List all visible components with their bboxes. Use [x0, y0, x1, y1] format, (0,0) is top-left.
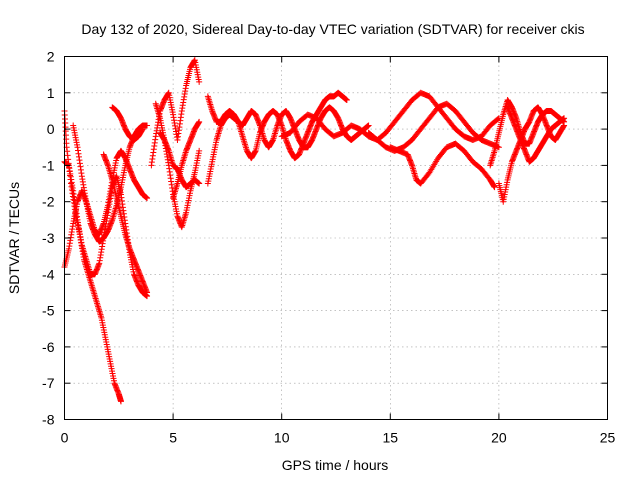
series-track-h	[152, 100, 203, 231]
chart-title: Day 132 of 2020, Sidereal Day-to-day VTE…	[81, 21, 584, 37]
y-tick-label: -8	[42, 412, 55, 428]
y-axis-label: SDTVAR / TECUs	[6, 182, 22, 294]
x-axis-label: GPS time / hours	[282, 457, 389, 473]
x-tick-label: 10	[274, 430, 290, 446]
x-tick-label: 0	[61, 430, 69, 446]
data-point	[196, 78, 203, 85]
series-track-i	[157, 129, 203, 191]
series-track-e	[100, 151, 151, 296]
y-tick-label: -4	[42, 266, 55, 282]
data-point	[139, 126, 146, 133]
series-track-g	[148, 57, 203, 169]
x-tick-label: 5	[169, 430, 177, 446]
data-point	[343, 97, 350, 104]
data-point	[561, 115, 568, 122]
series-track-n	[365, 100, 502, 154]
series-track-r	[504, 104, 568, 165]
y-tick-label: 0	[47, 121, 55, 137]
y-tick-label: -2	[42, 194, 55, 210]
y-tick-label: -6	[42, 339, 55, 355]
series-track-k	[204, 89, 350, 187]
series-track-q	[495, 104, 568, 205]
series-track-l	[204, 93, 372, 151]
data-point	[196, 118, 203, 125]
data-point	[144, 195, 151, 202]
series-track-m	[278, 89, 502, 143]
data-point	[561, 122, 568, 129]
y-tick-label: -7	[42, 375, 55, 391]
series-track-o	[387, 140, 498, 191]
y-tick-label: -5	[42, 303, 55, 319]
data-point	[196, 180, 203, 187]
data-point	[117, 398, 124, 405]
series-track-c	[61, 147, 151, 271]
data-point	[144, 122, 151, 129]
y-tick-label: 1	[47, 85, 55, 101]
y-tick-label: -1	[42, 157, 55, 173]
y-tick-label: -3	[42, 230, 55, 246]
x-tick-label: 20	[491, 430, 507, 446]
data-point	[491, 184, 498, 191]
data-point	[196, 147, 203, 154]
y-tick-label: 2	[47, 49, 55, 65]
data-points	[61, 57, 568, 405]
x-tick-label: 25	[600, 430, 616, 446]
axis-ticks: 0 5 10 15 20 25 -8 -7 -6 -5 -4 -3 -2 -1 0 1 2	[42, 49, 615, 446]
series-track-a	[61, 107, 124, 405]
series-track-f	[109, 104, 146, 143]
data-point	[365, 122, 372, 129]
x-tick-label: 15	[383, 430, 399, 446]
data-point	[144, 289, 151, 296]
series-track-j	[170, 118, 203, 202]
